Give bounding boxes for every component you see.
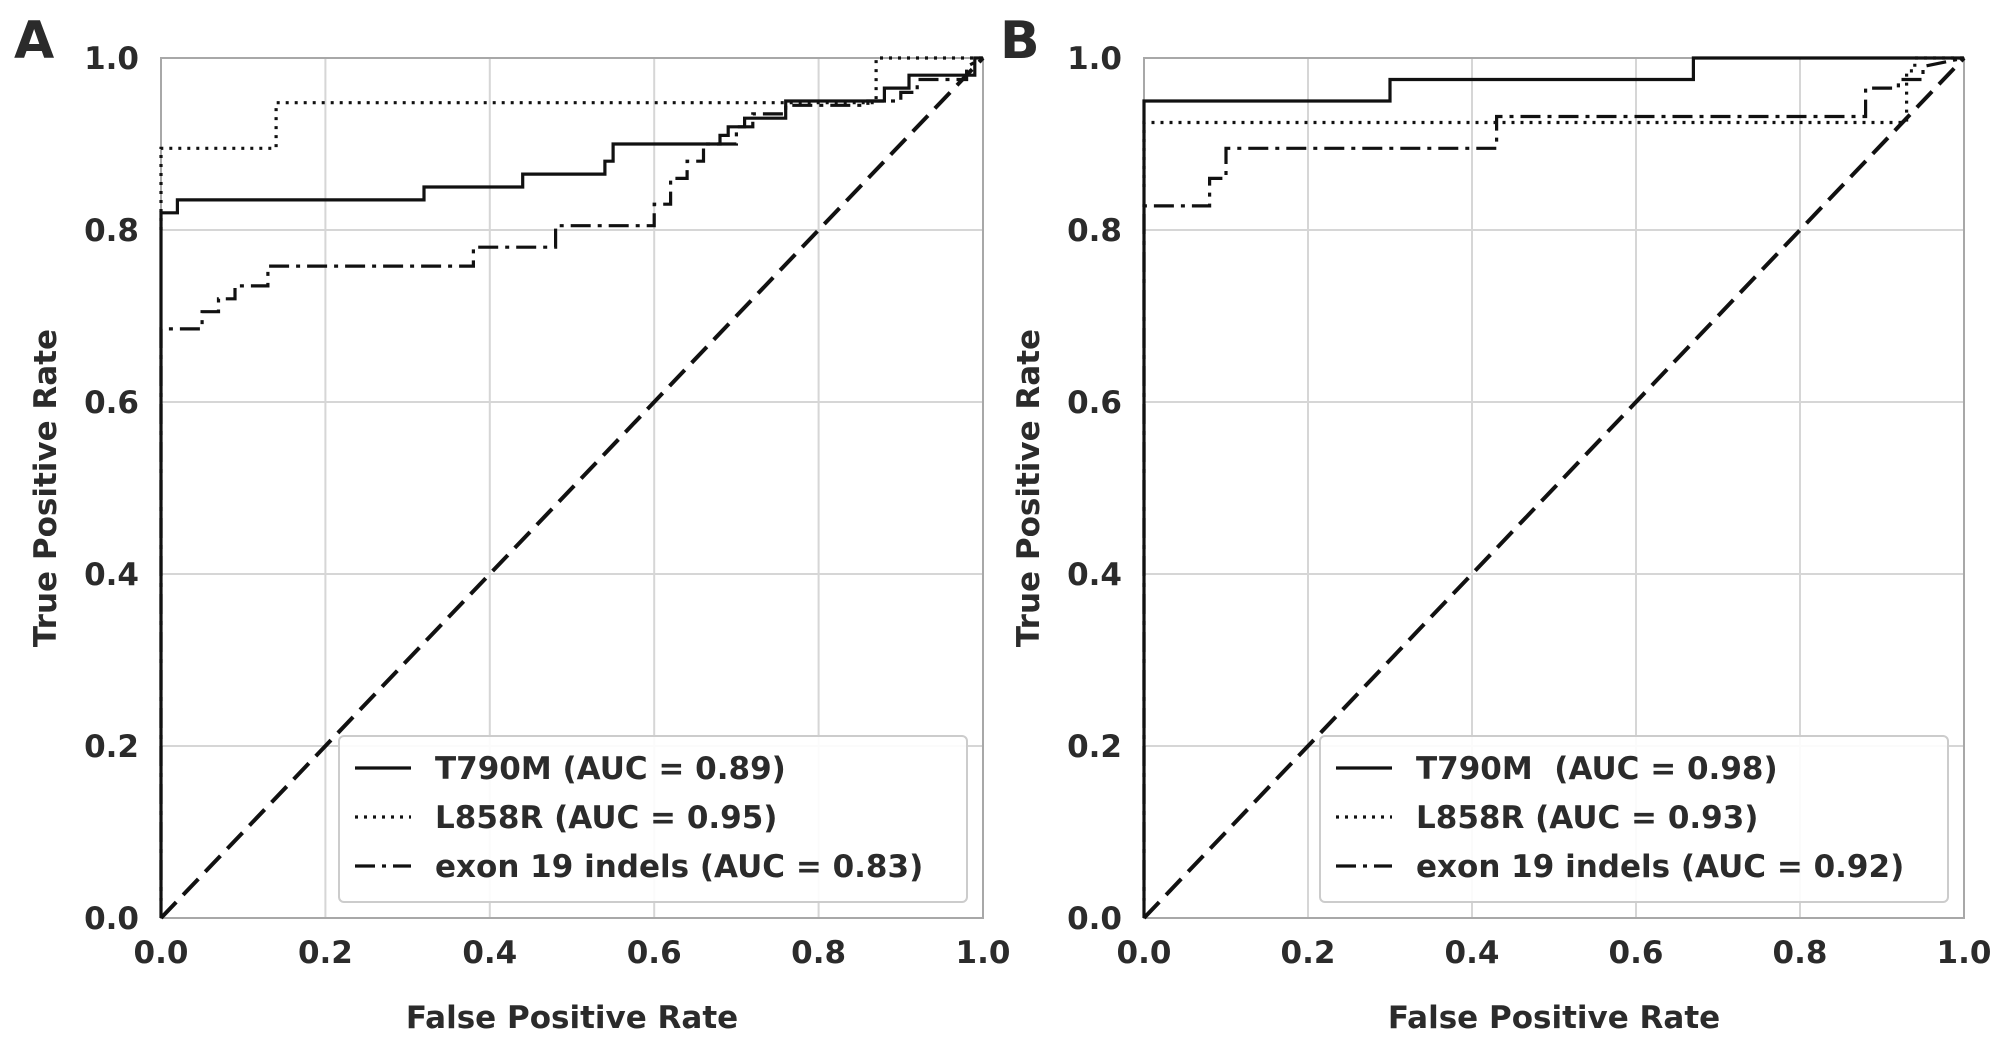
x-tick-label: 0.6 bbox=[1609, 935, 1664, 971]
y-tick-label: 0.4 bbox=[84, 557, 139, 593]
series-line-solid bbox=[1142, 56, 1964, 901]
x-tick-label: 0.2 bbox=[298, 935, 353, 971]
y-tick-label: 0.0 bbox=[1067, 901, 1122, 937]
legend-box bbox=[338, 735, 968, 903]
x-tick-label: 0.0 bbox=[1117, 935, 1172, 971]
chance-diagonal bbox=[159, 56, 985, 920]
series-line-dashdot bbox=[1142, 56, 1965, 918]
x-tick-label: 1.0 bbox=[956, 935, 1011, 971]
legend: T790M (AUC = 0.98) L858R (AUC = 0.93) exon… bbox=[1319, 735, 1949, 903]
y-tick-label: 0.2 bbox=[1067, 729, 1122, 765]
y-tick-label: 0.2 bbox=[84, 729, 139, 765]
panel-letter: A bbox=[14, 11, 54, 71]
x-axis-label: False Positive Rate bbox=[1388, 1000, 1720, 1036]
panel-letter: B bbox=[1000, 11, 1040, 71]
x-tick-label: 0.2 bbox=[1281, 935, 1336, 971]
series-line-dashdot bbox=[159, 56, 984, 918]
legend-box bbox=[1319, 735, 1949, 903]
y-tick-label: 0.4 bbox=[1067, 557, 1122, 593]
legend-entry: exon 19 indels (AUC = 0.83) bbox=[435, 849, 923, 885]
x-tick-label: 0.6 bbox=[627, 935, 682, 971]
x-tick-label: 0.0 bbox=[134, 935, 189, 971]
y-tick-label: 0.6 bbox=[1067, 385, 1122, 421]
x-tick-label: 0.8 bbox=[791, 935, 846, 971]
y-tick-label: 0.8 bbox=[1067, 213, 1122, 249]
panel-a: A 0.0 0.2 0.4 0.6 0.8 1.0 0.0 0.2 0.4 0.6 0.8 1.0 Fal… bbox=[14, 11, 1010, 1036]
y-tick-label: 0.6 bbox=[84, 385, 139, 421]
y-axis-label: True Positive Rate bbox=[28, 329, 64, 647]
y-tick-label: 0.0 bbox=[84, 901, 139, 937]
legend-entry: T790M (AUC = 0.89) bbox=[435, 751, 786, 787]
legend-entry: T790M (AUC = 0.98) bbox=[1416, 751, 1778, 787]
panel-b: B 0.0 0.2 0.4 0.6 0.8 1.0 0.0 0.2 0.4 0.6 0.8 1.0 Fal… bbox=[1000, 11, 1991, 1036]
x-tick-label: 0.4 bbox=[1445, 935, 1500, 971]
y-tick-label: 0.8 bbox=[84, 213, 139, 249]
x-axis-label: False Positive Rate bbox=[406, 1000, 738, 1036]
y-tick-label: 1.0 bbox=[84, 41, 139, 77]
x-tick-label: 1.0 bbox=[1937, 935, 1992, 971]
series-line-dotted bbox=[1142, 56, 1964, 187]
y-tick-label: 1.0 bbox=[1067, 41, 1122, 77]
x-tick-label: 0.4 bbox=[462, 935, 517, 971]
y-axis-label: True Positive Rate bbox=[1011, 329, 1047, 647]
legend-entry: exon 19 indels (AUC = 0.92) bbox=[1416, 849, 1904, 885]
x-tick-label: 0.8 bbox=[1773, 935, 1828, 971]
series-line-solid bbox=[159, 56, 983, 901]
legend-entry: L858R (AUC = 0.93) bbox=[1416, 800, 1758, 836]
series-line-dotted bbox=[159, 56, 983, 230]
legend: T790M (AUC = 0.89) L858R (AUC = 0.95) exon… bbox=[338, 735, 968, 903]
legend-entry: L858R (AUC = 0.95) bbox=[435, 800, 777, 836]
chance-diagonal bbox=[1142, 56, 1966, 920]
